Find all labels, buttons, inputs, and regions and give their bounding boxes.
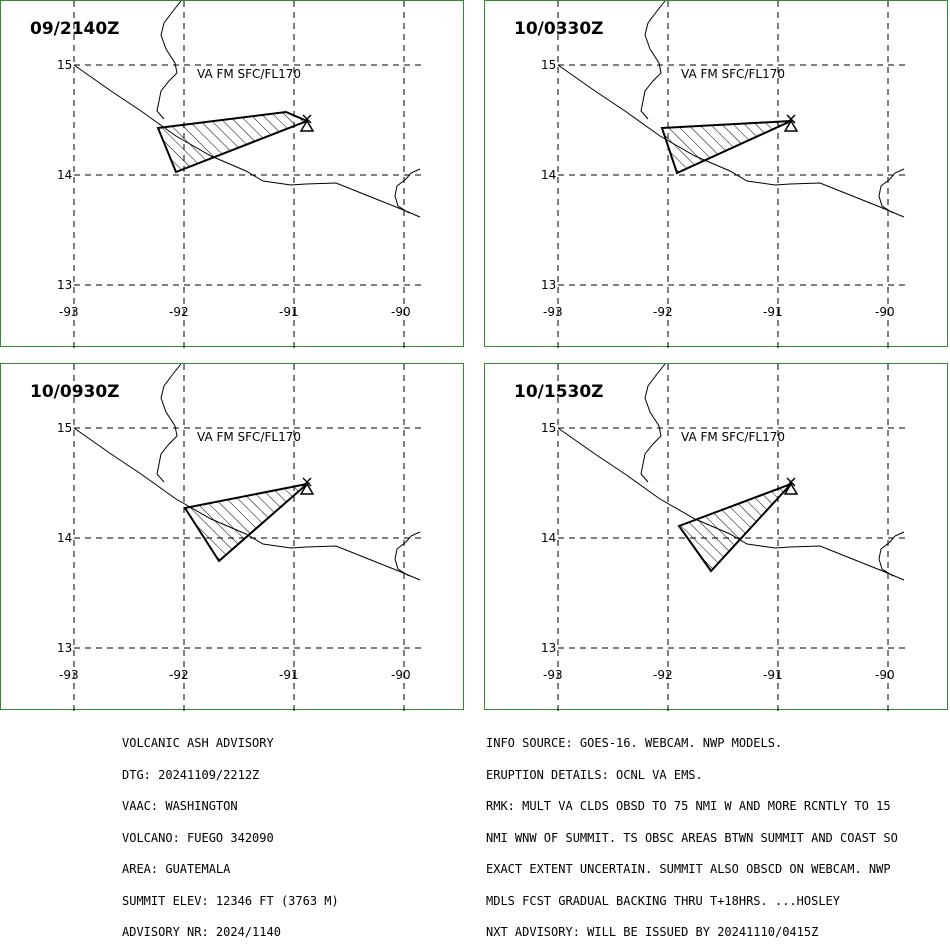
volcano-marker [783, 114, 799, 132]
lon-label-93: -93 [543, 668, 563, 682]
advisory-line: AREA: GUATEMALA [122, 862, 231, 876]
lon-label-92: -92 [653, 305, 673, 319]
lat-label-14: 14 [57, 531, 73, 545]
ash-level-label: VA FM SFC/FL170 [681, 430, 785, 444]
lat-label-14: 14 [57, 168, 73, 182]
ash-area-polygon [660, 120, 792, 175]
lon-label-91: -91 [279, 305, 299, 319]
remarks-line: MDLS FCST GRADUAL BACKING THRU T+18HRS. … [486, 893, 841, 908]
ash-level-label: VA FM SFC/FL170 [681, 67, 785, 81]
ash-level-label: VA FM SFC/FL170 [197, 67, 301, 81]
advisory-line: SUMMIT ELEV: 12346 FT (3763 M) [122, 893, 339, 908]
advisory-line: VOLCANIC ASH ADVISORY [122, 736, 274, 750]
remarks-line: EXACT EXTENT UNCERTAIN. SUMMIT ALSO OBSC… [486, 862, 891, 876]
forecast-panel-4: 10/1530Z VA FM SFC/FL170 15 14 13 -93 -9… [484, 363, 948, 711]
lat-label-15: 15 [57, 58, 73, 72]
lon-label-90: -90 [391, 305, 411, 319]
coastline [557, 1, 905, 218]
map-canvas [73, 1, 421, 348]
ash-area-polygon [183, 482, 311, 563]
lat-lon-grid [557, 364, 905, 711]
lon-label-93: -93 [59, 668, 79, 682]
ash-area-polygon [677, 483, 792, 573]
forecast-panel-1: 09/2140Z VA FM SFC/FL170 15 14 13 -93 -9… [0, 0, 464, 348]
forecast-time: 10/0330Z [514, 19, 604, 39]
remarks-line: NXT ADVISORY: WILL BE ISSUED BY 20241110… [486, 925, 819, 939]
coastline [73, 1, 421, 218]
lat-label-14: 14 [541, 531, 557, 545]
advisory-line: VAAC: WASHINGTON [122, 799, 238, 813]
lat-label-15: 15 [541, 421, 557, 435]
volcano-marker [299, 114, 315, 132]
lon-label-90: -90 [875, 305, 895, 319]
forecast-panel-2: 10/0330Z VA FM SFC/FL170 15 14 13 -93 -9… [484, 0, 948, 348]
lat-label-15: 15 [57, 421, 73, 435]
lon-label-91: -91 [279, 668, 299, 682]
map-canvas [73, 364, 421, 711]
advisory-line: VOLCANO: FUEGO 342090 [122, 830, 274, 845]
lat-label-14: 14 [541, 168, 557, 182]
advisory-header-block: VOLCANIC ASH ADVISORY DTG: 20241109/2212… [122, 717, 339, 948]
forecast-panel-3: 10/0930Z VA FM SFC/FL170 15 14 13 -93 -9… [0, 363, 464, 711]
forecast-time: 10/0930Z [30, 382, 120, 402]
lat-label-15: 15 [541, 58, 557, 72]
lat-label-13: 13 [57, 278, 73, 292]
forecast-time: 09/2140Z [30, 19, 120, 39]
lat-lon-grid [73, 364, 421, 711]
lon-label-91: -91 [763, 668, 783, 682]
lat-label-13: 13 [541, 641, 557, 655]
advisory-line: ADVISORY NR: 2024/1140 [122, 925, 281, 939]
map-canvas [557, 1, 905, 348]
volcano-marker [783, 477, 799, 495]
volcano-marker [299, 477, 315, 495]
lon-label-92: -92 [653, 668, 673, 682]
coastline [73, 364, 421, 581]
lat-label-13: 13 [57, 641, 73, 655]
ash-level-label: VA FM SFC/FL170 [197, 430, 301, 444]
remarks-line: RMK: MULT VA CLDS OBSD TO 75 NMI W AND M… [486, 799, 891, 813]
lon-label-90: -90 [875, 668, 895, 682]
lon-label-90: -90 [391, 668, 411, 682]
advisory-remarks-block: INFO SOURCE: GOES-16. WEBCAM. NWP MODELS… [486, 717, 898, 948]
lon-label-91: -91 [763, 305, 783, 319]
lon-label-93: -93 [543, 305, 563, 319]
forecast-time: 10/1530Z [514, 382, 604, 402]
coastline [557, 364, 905, 581]
ash-area-polygon [156, 110, 310, 174]
lat-lon-grid [557, 1, 905, 348]
lat-lon-grid [73, 1, 421, 348]
lon-label-93: -93 [59, 305, 79, 319]
remarks-line: NMI WNW OF SUMMIT. TS OBSC AREAS BTWN SU… [486, 830, 898, 845]
lat-label-13: 13 [541, 278, 557, 292]
lon-label-92: -92 [169, 668, 189, 682]
map-canvas [557, 364, 905, 711]
remarks-line: ERUPTION DETAILS: OCNL VA EMS. [486, 767, 703, 782]
advisory-line: DTG: 20241109/2212Z [122, 767, 260, 782]
lon-label-92: -92 [169, 305, 189, 319]
remarks-line: INFO SOURCE: GOES-16. WEBCAM. NWP MODELS… [486, 736, 783, 750]
